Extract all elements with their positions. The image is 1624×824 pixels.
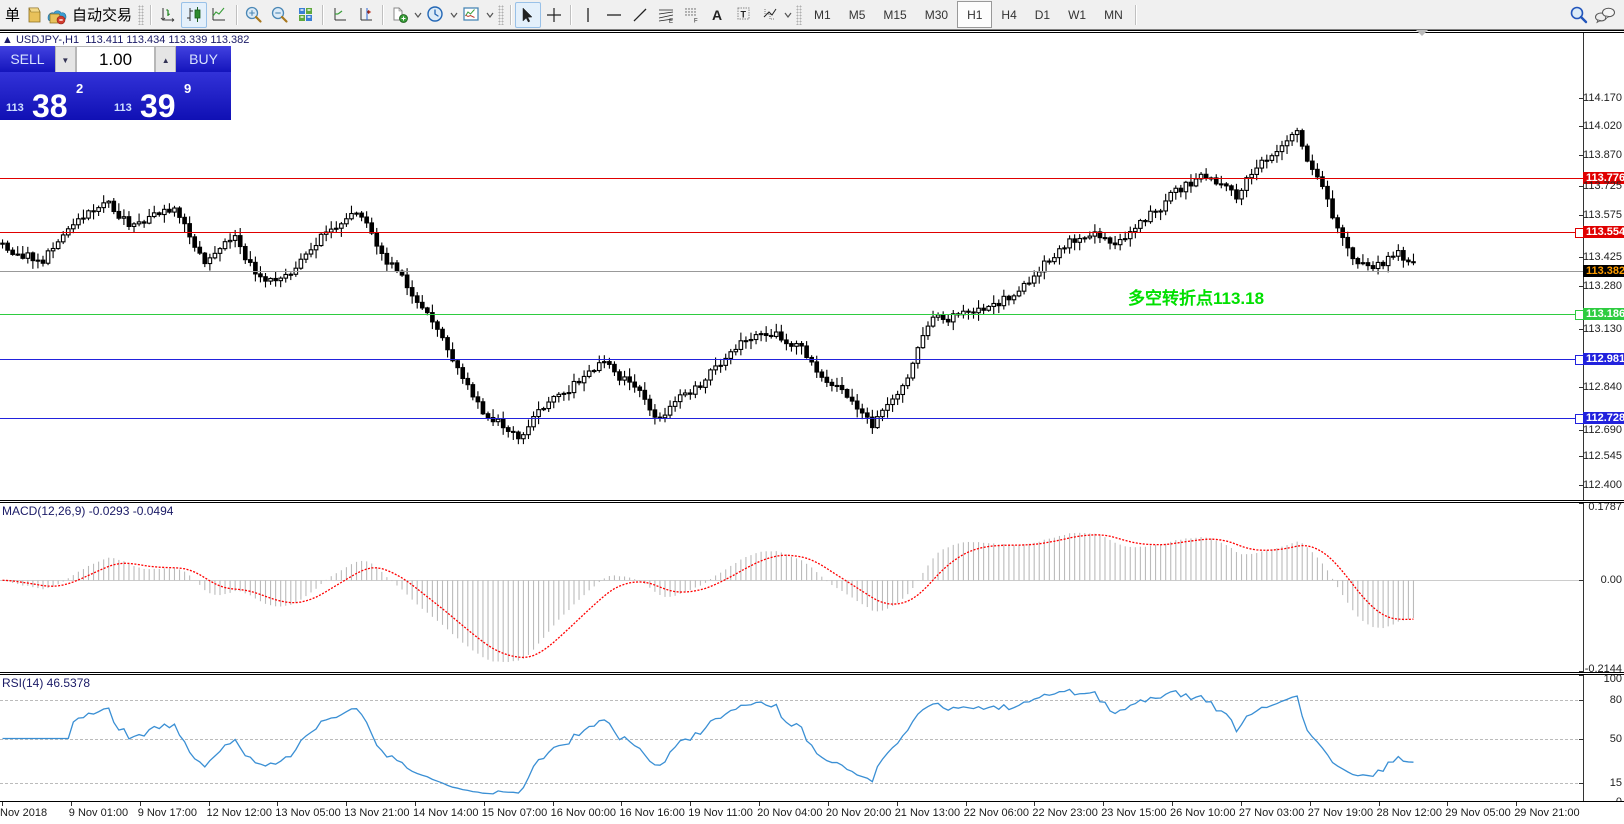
svg-text:T: T	[741, 9, 747, 19]
svg-text:E: E	[669, 19, 673, 24]
svg-text:A: A	[712, 7, 722, 23]
svg-text:F: F	[694, 18, 698, 24]
